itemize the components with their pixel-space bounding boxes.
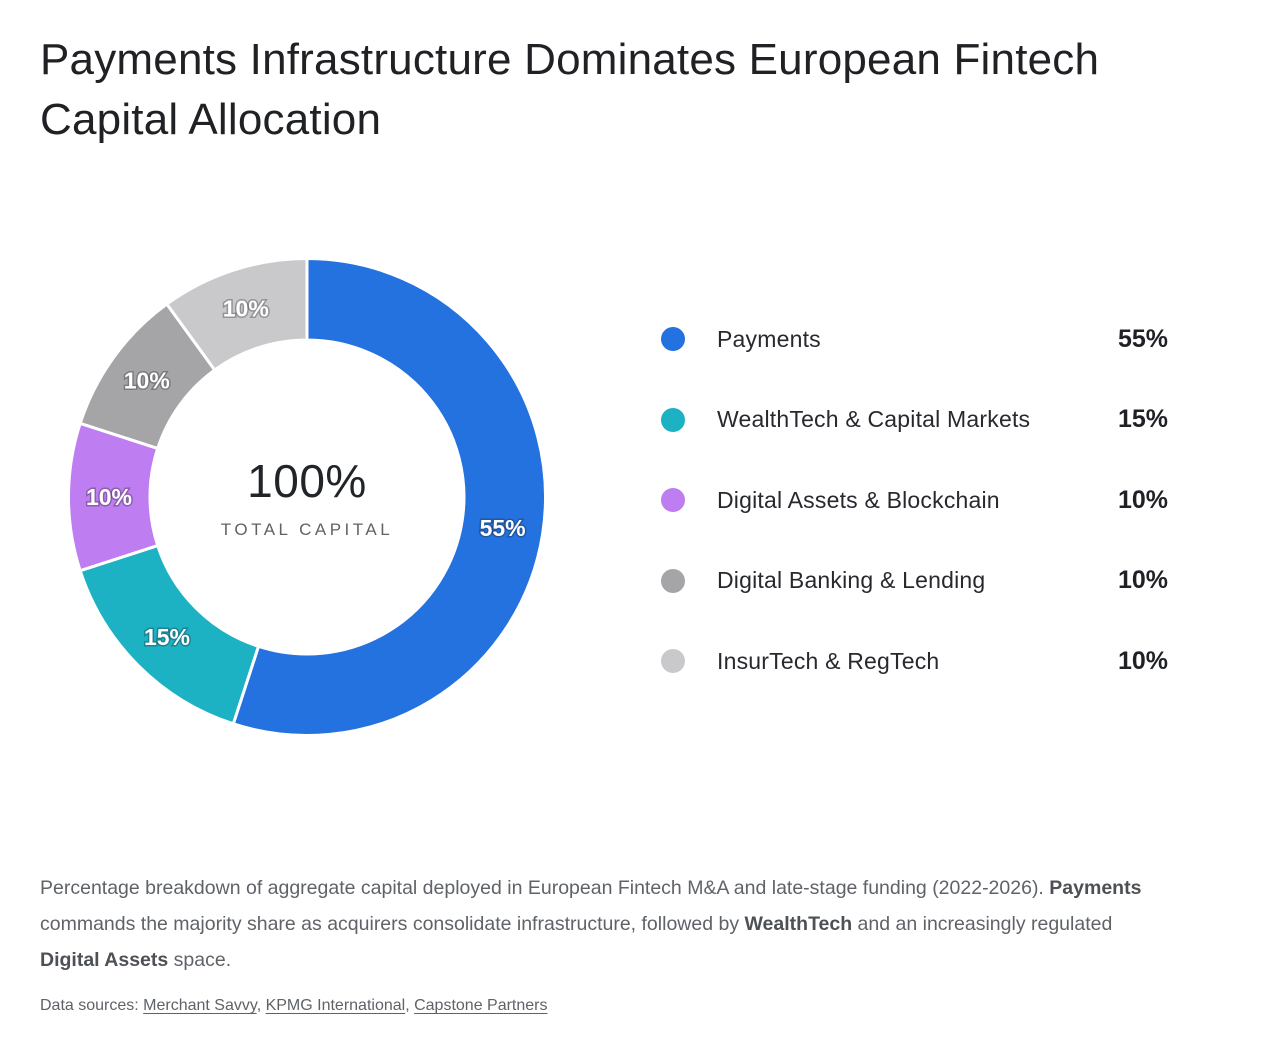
legend-label: Digital Assets & Blockchain — [717, 486, 1000, 513]
data-sources-separator: , — [405, 997, 415, 1014]
legend-dot-icon — [661, 649, 685, 673]
caption-text: space. — [168, 949, 232, 971]
slice-label-5: 10% — [223, 296, 269, 322]
legend-value: 55% — [1117, 324, 1168, 353]
caption-text: and an increasingly regulated — [852, 913, 1113, 935]
legend-dot-icon — [661, 327, 685, 351]
donut-chart-svg: 55% 15% 10% 10% 10% — [67, 257, 547, 737]
legend-row: Digital Assets & Blockchain 10% — [661, 485, 1168, 514]
legend-dot-icon — [661, 568, 685, 593]
legend-row: WealthTech & Capital Markets 15% — [661, 405, 1168, 433]
donut-slice-1 — [231, 257, 547, 737]
source-link-kpmg-international[interactable]: KPMG International — [265, 997, 406, 1014]
slice-label-1: 55% — [480, 515, 526, 541]
page-title: Payments Infrastructure Dominates Europe… — [40, 35, 1100, 144]
legend-row: InsurTech & RegTech 10% — [661, 646, 1168, 675]
slice-label-4: 10% — [124, 368, 170, 394]
chart-caption: Percentage breakdown of aggregate capita… — [40, 870, 1148, 978]
legend-value: 10% — [1117, 485, 1168, 514]
legend-label: Digital Banking & Lending — [717, 567, 986, 593]
data-sources-line: Data sources: Merchant Savvy, KPMG Inter… — [40, 997, 548, 1015]
legend-label: WealthTech & Capital Markets — [717, 406, 1031, 432]
legend-label: InsurTech & RegTech — [717, 647, 940, 674]
legend-value: 10% — [1117, 646, 1168, 675]
caption-bold-text: WealthTech — [744, 913, 853, 935]
legend-label: Payments — [717, 325, 821, 352]
legend-dot-icon — [661, 488, 685, 512]
data-sources-separator: , — [256, 997, 266, 1014]
legend-row: Digital Banking & Lending 10% — [661, 566, 1168, 594]
caption-text: commands the majority share as acquirers… — [40, 913, 745, 935]
legend-value: 10% — [1117, 566, 1168, 594]
source-link-capstone-partners[interactable]: Capstone Partners — [414, 997, 548, 1014]
caption-text: Percentage breakdown of aggregate capita… — [40, 877, 1050, 899]
legend-row: Payments 55% — [661, 324, 1168, 353]
slice-label-3: 10% — [86, 484, 132, 510]
legend-value: 15% — [1117, 405, 1168, 433]
source-link-merchant-savvy[interactable]: Merchant Savvy — [143, 997, 257, 1014]
donut-slice-5 — [165, 257, 309, 372]
legend-dot-icon — [661, 407, 685, 432]
slice-label-2: 15% — [144, 624, 190, 650]
donut-chart: 55% 15% 10% 10% 10% 100% TOTAL CAPITAL — [67, 257, 547, 737]
chart-legend: Payments 55% WealthTech & Capital Markets 1… — [661, 324, 1168, 675]
caption-bold-text: Payments — [1049, 877, 1142, 899]
caption-bold-text: Digital Assets — [40, 949, 169, 971]
data-sources-prefix: Data sources: — [40, 997, 144, 1014]
